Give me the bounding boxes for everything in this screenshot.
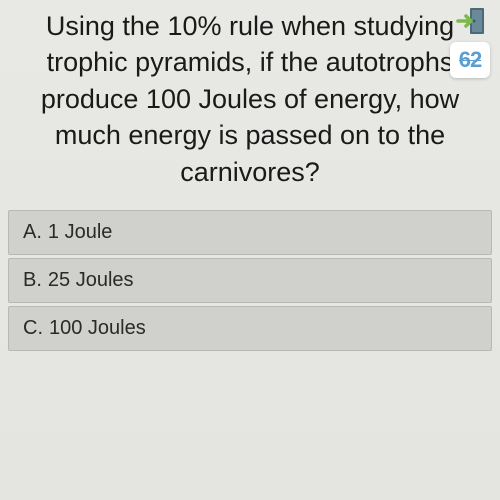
question-counter-badge: 62: [450, 42, 490, 78]
question-text: Using the 10% rule when studying trophic…: [20, 8, 480, 190]
answer-option-c[interactable]: C. 100 Joules: [8, 306, 492, 351]
answer-letter: A.: [23, 221, 42, 243]
question-area: Using the 10% rule when studying trophic…: [0, 0, 500, 210]
exit-door-icon: [456, 6, 488, 38]
answer-text: 100 Joules: [49, 317, 146, 339]
answer-letter: B.: [23, 269, 42, 291]
question-counter-value: 62: [459, 47, 481, 73]
answer-text: 25 Joules: [48, 269, 134, 291]
answer-letter: C.: [23, 317, 43, 339]
answer-option-b[interactable]: B. 25 Joules: [8, 258, 492, 303]
answers-list: A. 1 Joule B. 25 Joules C. 100 Joules: [0, 210, 500, 351]
answer-option-a[interactable]: A. 1 Joule: [8, 210, 492, 255]
exit-button[interactable]: [456, 6, 488, 38]
answer-text: 1 Joule: [48, 221, 113, 243]
